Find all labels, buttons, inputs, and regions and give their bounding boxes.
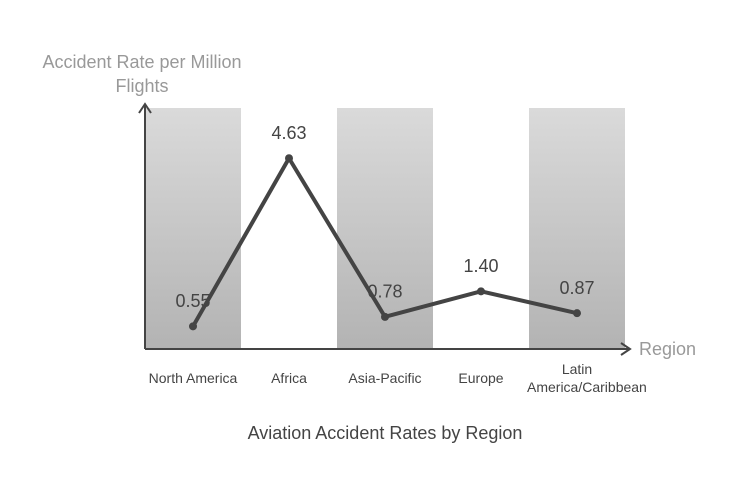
point <box>189 322 197 331</box>
x-tick-label: Europe <box>458 370 504 386</box>
value-label: 0.78 <box>367 282 402 302</box>
y-axis-arrow <box>138 102 152 114</box>
x-tick-label: Latin America/Caribbean <box>527 361 647 395</box>
x-axis-label: Region <box>639 339 696 359</box>
x-axis-arrow <box>620 342 632 356</box>
band <box>337 108 433 349</box>
chart-title: Aviation Accident Rates by Region <box>248 423 523 443</box>
point <box>573 309 581 318</box>
value-label: 0.87 <box>559 278 594 298</box>
point <box>285 154 293 163</box>
band <box>145 108 241 349</box>
value-label: 0.55 <box>175 291 210 311</box>
value-label: 1.40 <box>463 256 498 276</box>
x-tick-label: North America <box>148 370 238 386</box>
x-tick-label: Asia-Pacific <box>348 370 422 386</box>
y-axis-label: Accident Rate per Million Flights <box>42 52 242 96</box>
band <box>529 108 625 349</box>
point <box>477 287 485 296</box>
x-tick-label: Africa <box>271 370 307 386</box>
value-label: 4.63 <box>271 123 306 143</box>
point <box>381 312 389 321</box>
